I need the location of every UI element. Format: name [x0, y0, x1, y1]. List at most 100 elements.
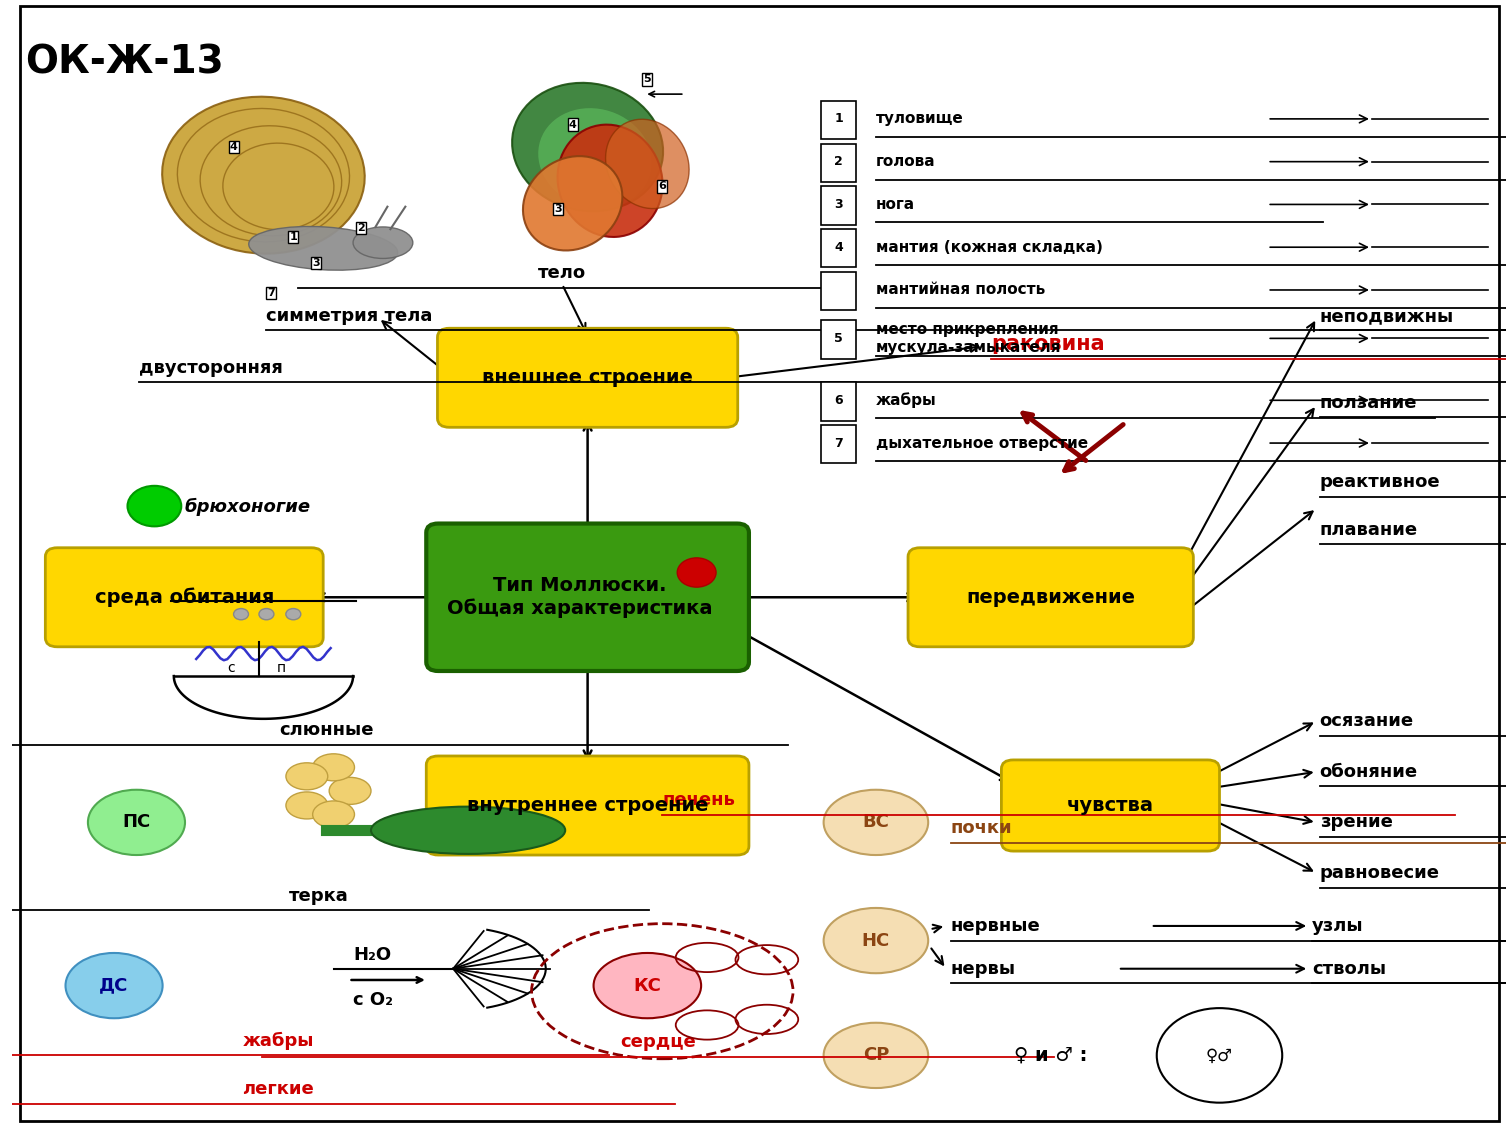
Text: ползание: ползание	[1320, 393, 1417, 411]
Ellipse shape	[353, 227, 413, 258]
Bar	[821, 272, 856, 310]
Text: место прикрепления
мускула-замыкателя: место прикрепления мускула-замыкателя	[876, 322, 1061, 355]
Text: 3: 3	[555, 204, 562, 214]
Text: передвижение: передвижение	[966, 588, 1135, 606]
Text: 2: 2	[357, 223, 365, 233]
Bar	[821, 229, 856, 267]
Text: симметрия тела: симметрия тела	[267, 307, 433, 325]
Text: 4: 4	[229, 142, 238, 152]
Text: плавание: плавание	[1320, 521, 1418, 539]
Text: обоняние: обоняние	[1320, 763, 1418, 781]
Text: раковина: раковина	[992, 334, 1105, 354]
Text: стволы: стволы	[1313, 960, 1386, 978]
Text: терка: терка	[289, 887, 348, 905]
Text: ВС: ВС	[862, 814, 889, 832]
Ellipse shape	[824, 1022, 928, 1088]
Text: 4: 4	[835, 241, 842, 254]
Text: 5: 5	[835, 331, 842, 345]
Ellipse shape	[824, 790, 928, 855]
Ellipse shape	[65, 953, 163, 1019]
FancyBboxPatch shape	[45, 548, 322, 647]
Circle shape	[259, 609, 274, 620]
Text: внешнее строение: внешнее строение	[482, 369, 693, 388]
Text: среда обитания: среда обитания	[95, 587, 274, 607]
Text: осязание: осязание	[1320, 712, 1414, 730]
Ellipse shape	[312, 754, 354, 781]
Ellipse shape	[249, 227, 398, 270]
Text: КС: КС	[633, 977, 662, 995]
Text: 4: 4	[568, 119, 577, 130]
Ellipse shape	[286, 763, 327, 790]
Text: 6: 6	[659, 181, 666, 192]
FancyBboxPatch shape	[1001, 760, 1219, 851]
Text: с: с	[226, 662, 235, 675]
Circle shape	[677, 558, 716, 587]
Text: 7: 7	[835, 436, 842, 450]
Circle shape	[234, 609, 249, 620]
Text: реактивное: реактивное	[1320, 473, 1441, 491]
Ellipse shape	[312, 801, 354, 828]
Text: дыхательное отверстие: дыхательное отверстие	[876, 435, 1088, 451]
Bar	[821, 101, 856, 139]
Text: нервы: нервы	[951, 960, 1016, 978]
Text: 5: 5	[643, 74, 651, 85]
FancyBboxPatch shape	[426, 524, 749, 671]
Ellipse shape	[577, 796, 619, 823]
Text: НС: НС	[862, 932, 891, 950]
Text: мантийная полость: мантийная полость	[876, 283, 1046, 298]
Ellipse shape	[604, 805, 647, 832]
Ellipse shape	[606, 119, 689, 208]
Ellipse shape	[538, 108, 653, 208]
Text: ♀♂: ♀♂	[1206, 1046, 1233, 1064]
Text: узлы: узлы	[1313, 917, 1364, 935]
Ellipse shape	[558, 125, 663, 237]
Text: почки: почки	[951, 819, 1013, 837]
Ellipse shape	[621, 781, 662, 808]
Text: жабры: жабры	[243, 1031, 313, 1050]
Text: легкие: легкие	[243, 1080, 315, 1098]
Bar	[821, 425, 856, 463]
Bar	[821, 186, 856, 224]
Bar	[821, 320, 856, 358]
Ellipse shape	[371, 807, 565, 854]
Text: 2: 2	[835, 156, 842, 168]
Text: внутреннее строение: внутреннее строение	[467, 796, 708, 815]
Text: равновесие: равновесие	[1320, 864, 1439, 882]
Bar	[821, 382, 856, 420]
Text: ПС: ПС	[122, 814, 151, 832]
Text: ДС: ДС	[99, 977, 128, 995]
Text: брюхоногие: брюхоногие	[184, 498, 310, 516]
Text: жабры: жабры	[876, 392, 937, 408]
Circle shape	[286, 609, 301, 620]
Circle shape	[1157, 1009, 1282, 1102]
Ellipse shape	[824, 908, 928, 974]
Ellipse shape	[512, 82, 663, 211]
Text: 6: 6	[835, 393, 842, 407]
Text: нога: нога	[876, 197, 915, 212]
Circle shape	[128, 486, 181, 526]
Text: зрение: зрение	[1320, 814, 1392, 832]
Ellipse shape	[87, 790, 185, 855]
Ellipse shape	[163, 97, 365, 254]
Ellipse shape	[594, 953, 701, 1019]
Ellipse shape	[577, 766, 619, 793]
Text: двусторонняя: двусторонняя	[140, 358, 283, 376]
Ellipse shape	[329, 778, 371, 805]
Text: 3: 3	[835, 198, 842, 211]
Text: с O₂: с O₂	[353, 992, 393, 1010]
Text: тело: тело	[538, 264, 586, 282]
Ellipse shape	[604, 757, 647, 784]
Text: ОК-Ж-13: ОК-Ж-13	[26, 44, 225, 81]
Text: Тип Моллюски.
Общая характеристика: Тип Моллюски. Общая характеристика	[448, 576, 713, 618]
Text: 1: 1	[835, 113, 842, 125]
Text: туловище: туловище	[876, 112, 963, 126]
Text: 3: 3	[312, 258, 319, 268]
Text: 7: 7	[267, 289, 274, 299]
Text: печень: печень	[662, 791, 735, 809]
FancyBboxPatch shape	[437, 328, 738, 427]
Text: мантия (кожная складка): мантия (кожная складка)	[876, 240, 1103, 255]
Ellipse shape	[286, 792, 327, 819]
Ellipse shape	[523, 157, 622, 250]
Text: чувства: чувства	[1067, 796, 1154, 815]
Text: сердце: сердце	[619, 1032, 696, 1050]
